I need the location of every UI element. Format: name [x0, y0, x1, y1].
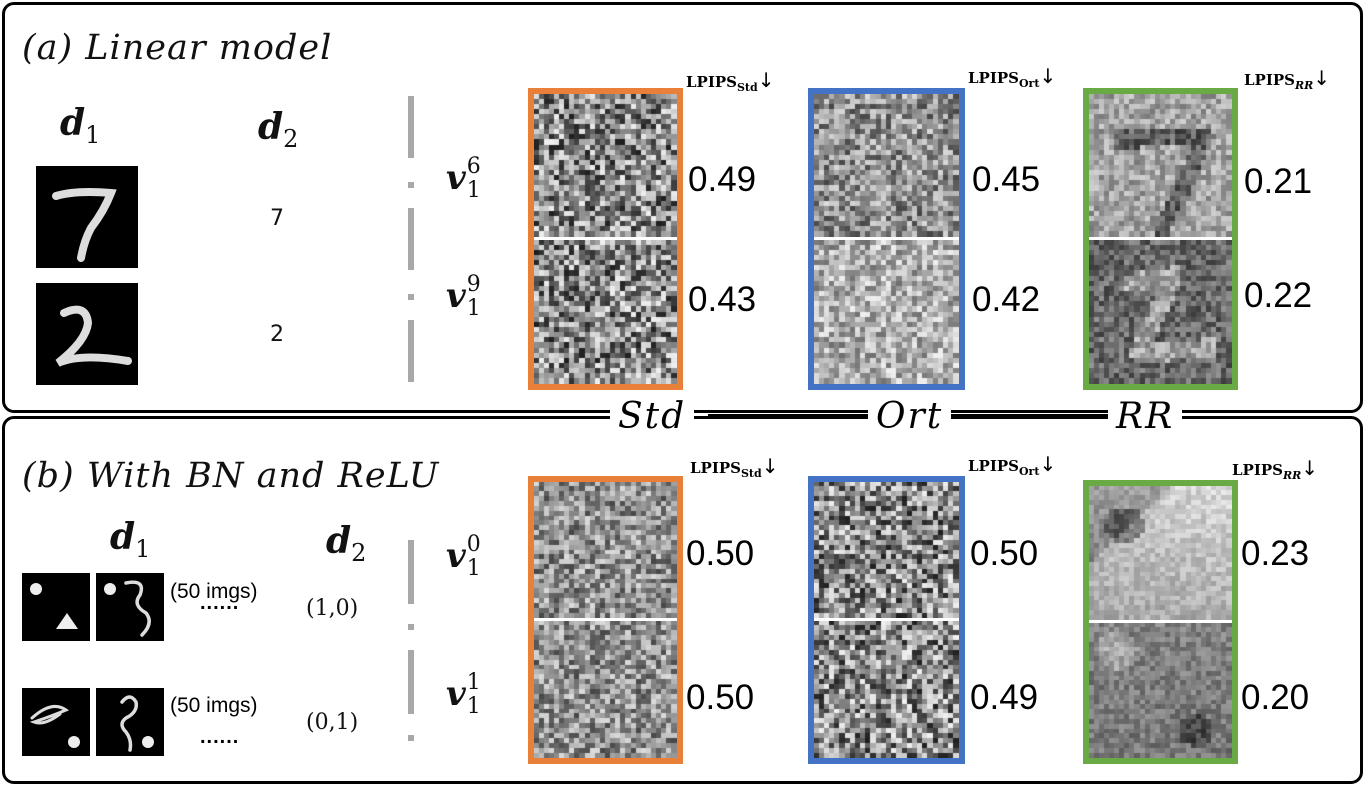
- panel-a-d2-label: d2: [258, 106, 299, 154]
- panel-b-d2-value-2: (0,1): [306, 710, 359, 735]
- panel-a-d2-value-1: 7: [270, 206, 284, 231]
- std-noise-image-v1-6: [534, 94, 677, 237]
- ort-noise-image-v1-6: [814, 94, 959, 237]
- imgs-count-row1: (50 imgs): [170, 580, 258, 603]
- panel-b-title: (b) With BN and ReLU: [22, 456, 440, 496]
- separator-dash: [408, 96, 414, 158]
- rr-shapes-image-v1-0: [1089, 486, 1232, 620]
- ellipsis-row1: ......: [200, 592, 240, 614]
- ort-noise-image-v1-9: [814, 240, 959, 384]
- score-std-v1-1: 0.50: [686, 678, 755, 717]
- score-std-v1-0: 0.50: [686, 534, 755, 573]
- panel-a-d1-label: d1: [60, 102, 101, 150]
- method-label-rr: RR: [1108, 396, 1183, 437]
- score-std-v1-9: 0.43: [688, 280, 757, 319]
- separator-dash: [408, 650, 414, 714]
- score-rr-v1-0: 0.23: [1241, 534, 1310, 573]
- panel-a-title: (a) Linear model: [22, 28, 333, 68]
- std-reconstruction-box-b: [528, 476, 683, 764]
- score-rr-v1-1: 0.20: [1241, 678, 1310, 717]
- method-label-std: Std: [610, 396, 695, 437]
- lpips-std-header-b: LPIPSStd↓: [690, 454, 779, 480]
- std-noise-image-v1-1: [534, 621, 677, 758]
- lpips-ort-header-a: LPIPSOrt↓: [968, 64, 1057, 90]
- rr-digit-7-image: [1089, 94, 1232, 237]
- ort-noise-image-v1-0: [814, 482, 959, 618]
- digit-2-thumbnail: [36, 283, 138, 385]
- panel-b-d1-label: d1: [110, 516, 151, 564]
- digit-7-thumbnail: [36, 166, 138, 268]
- method-label-ort: Ort: [868, 396, 952, 437]
- separator-dot: [408, 294, 414, 300]
- lpips-rr-header-a: LPIPSRR↓: [1244, 66, 1331, 92]
- std-noise-image-v1-0: [534, 482, 677, 618]
- ort-noise-image-v1-1: [814, 621, 959, 758]
- std-noise-image-v1-9: [534, 240, 677, 384]
- lpips-rr-header-b: LPIPSRR↓: [1232, 456, 1319, 482]
- circle-triangle-thumbnail: [22, 573, 90, 641]
- score-rr-v1-9: 0.22: [1244, 276, 1313, 315]
- lpips-std-header-a: LPIPSStd↓: [686, 68, 775, 94]
- separator-dot: [408, 182, 414, 188]
- score-rr-v1-6: 0.21: [1244, 162, 1313, 201]
- imgs-count-row2: (50 imgs): [170, 694, 258, 717]
- ellipsis-row2: ......: [200, 726, 240, 748]
- rr-shapes-image-v1-1: [1089, 623, 1232, 758]
- panel-a-d2-value-2: 2: [270, 322, 284, 347]
- separator-dot: [408, 624, 414, 630]
- lpips-ort-header-b: LPIPSOrt↓: [968, 452, 1057, 478]
- rr-reconstruction-box-b: [1083, 480, 1238, 764]
- ort-reconstruction-box-a: [808, 88, 965, 390]
- separator-dash: [408, 540, 414, 604]
- score-ort-v1-9: 0.42: [972, 280, 1041, 319]
- score-ort-v1-0: 0.50: [970, 534, 1039, 573]
- score-ort-v1-1: 0.49: [970, 678, 1039, 717]
- curve-circle-thumbnail: [96, 688, 164, 756]
- circle-curve-thumbnail: [96, 573, 164, 641]
- rr-reconstruction-box-a: [1083, 88, 1238, 390]
- separator-dash: [408, 320, 414, 382]
- separator-dot: [408, 735, 414, 741]
- panel-b-d2-label: d2: [326, 520, 367, 568]
- std-reconstruction-box-a: [528, 88, 683, 390]
- panel-b-d2-value-1: (1,0): [306, 596, 359, 621]
- score-ort-v1-6: 0.45: [972, 160, 1041, 199]
- separator-dash: [408, 208, 414, 270]
- score-std-v1-6: 0.49: [688, 160, 757, 199]
- rr-digit-2-image: [1089, 240, 1232, 384]
- ort-reconstruction-box-b: [808, 476, 965, 764]
- scribble-circle-thumbnail: [22, 688, 90, 756]
